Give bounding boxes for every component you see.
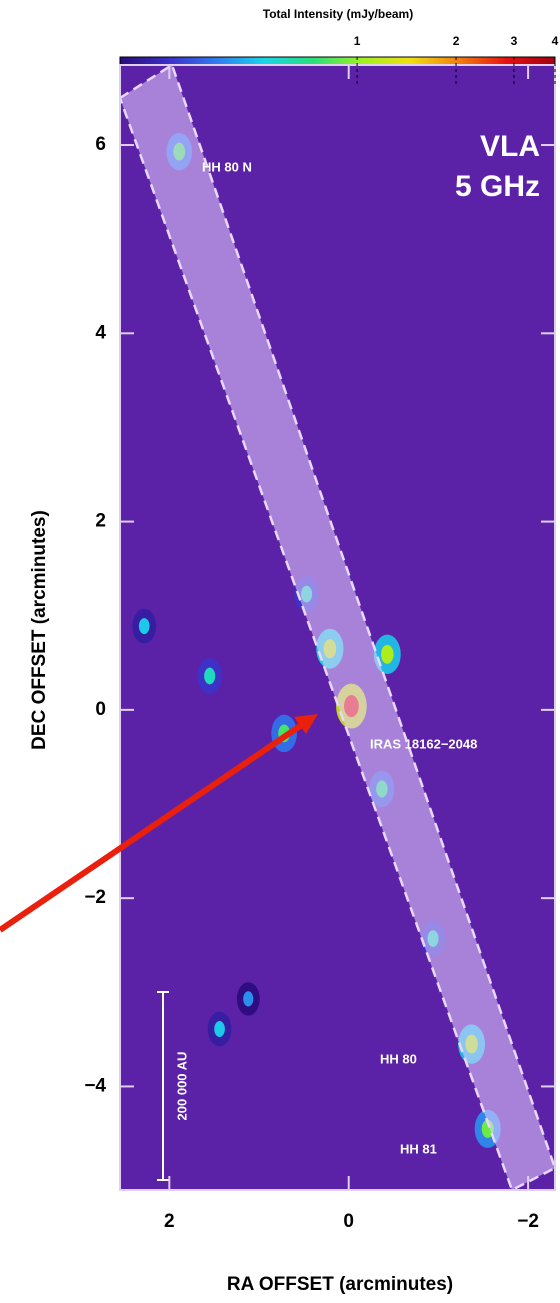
- source-core: [381, 645, 394, 664]
- annotation: 5 GHz: [455, 170, 540, 203]
- y-tick-label: 0: [95, 699, 106, 720]
- y-tick-label: 2: [95, 511, 106, 532]
- colorbar-tick-label: 3: [511, 34, 518, 48]
- x-tick-label: 2: [164, 1211, 175, 1232]
- y-axis-label: DEC OFFSET (arcminutes): [29, 510, 50, 750]
- scale-label: 200 000 AU: [174, 1052, 189, 1121]
- y-tick-label: 4: [95, 322, 106, 343]
- y-tick-label: −2: [84, 887, 106, 908]
- x-tick-label: 0: [343, 1211, 354, 1232]
- annotation: HH 81: [400, 1141, 437, 1156]
- colorbar-tick-label: 1: [354, 34, 361, 48]
- y-tick-label: 6: [95, 134, 106, 155]
- annotation: HH 80 N: [202, 159, 252, 174]
- x-axis-label: RA OFFSET (arcminutes): [227, 1274, 453, 1295]
- annotation: VLA: [480, 130, 540, 163]
- annotation: IRAS 18162−2048: [370, 736, 477, 751]
- chart: Total Intensity (mJy/beam) VLA 5 GHz HH …: [0, 0, 560, 1303]
- colorbar-tick-label: 2: [453, 34, 460, 48]
- page: {"chart_data": { "type": "image", "color…: [0, 0, 560, 1303]
- source-core: [204, 668, 215, 685]
- source-core: [139, 618, 150, 634]
- annotation: HH 80: [380, 1051, 417, 1066]
- x-tick-label: −2: [517, 1211, 539, 1232]
- colorbar-tick-label: 4: [552, 34, 559, 48]
- colorbar-title: Total Intensity (mJy/beam): [263, 7, 413, 21]
- source-core: [214, 1021, 225, 1037]
- source-core: [243, 991, 253, 1006]
- y-tick-label: −4: [84, 1075, 106, 1096]
